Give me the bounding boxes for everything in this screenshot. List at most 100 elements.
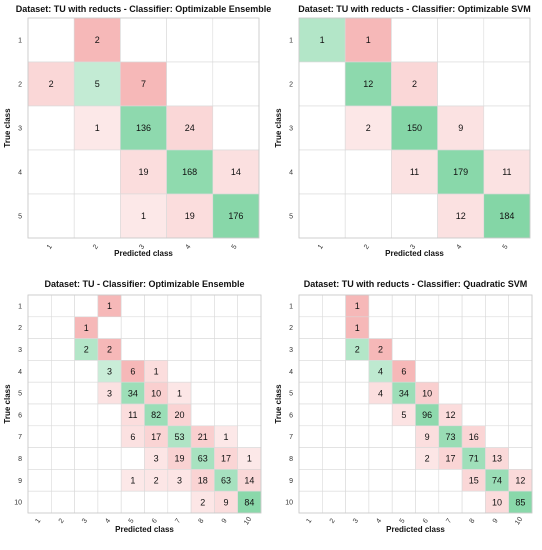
- matrix-cell: [391, 490, 416, 514]
- x-tick-label: 2: [363, 243, 371, 250]
- matrix-cell: [368, 294, 393, 318]
- matrix-cell: [508, 360, 533, 383]
- cell-value-label: 12: [363, 79, 373, 89]
- x-tick-label: 5: [231, 243, 239, 250]
- matrix-cell: [214, 360, 238, 383]
- x-tick-label: 5: [128, 517, 136, 524]
- matrix-cell: [321, 447, 346, 470]
- cell-value-label: 1: [84, 323, 89, 333]
- matrix-cell: [50, 403, 75, 427]
- matrix-cell: [321, 403, 346, 427]
- cell-value-label: 10: [422, 388, 432, 398]
- y-tick-label: 7: [18, 434, 22, 441]
- matrix-cell: [461, 294, 486, 318]
- cell-value-label: 6: [401, 367, 406, 377]
- matrix-cell: [73, 17, 121, 63]
- matrix-cell: [144, 316, 169, 339]
- matrix-cell: [391, 193, 438, 239]
- y-tick-label: 1: [18, 38, 22, 45]
- matrix-cell: [415, 469, 440, 492]
- matrix-cell: [368, 469, 393, 492]
- x-tick-label: 1: [317, 243, 325, 250]
- matrix-cell: [345, 425, 370, 448]
- matrix-cell: [74, 469, 99, 492]
- x-tick-label: 4: [104, 517, 112, 524]
- cell-value-label: 11: [410, 167, 419, 177]
- y-tick-label: 5: [289, 391, 293, 398]
- x-tick-label: 3: [138, 243, 146, 250]
- confusion-matrix-chart-2: Dataset: TU with reducts - Classifier: O…: [274, 4, 531, 258]
- matrix-cell: [438, 469, 463, 492]
- matrix-cell: [508, 447, 533, 470]
- matrix-cell: [97, 316, 122, 339]
- y-axis-label: True class: [3, 108, 12, 148]
- cell-value-label: 1: [247, 454, 252, 464]
- matrix-cell: [50, 338, 75, 361]
- matrix-cell: [344, 149, 392, 195]
- chart-title: Dataset: TU with reducts - Classifier: Q…: [304, 279, 528, 289]
- cell-value-label: 1: [95, 123, 100, 133]
- matrix-cell: [97, 403, 122, 427]
- matrix-cell: [214, 403, 238, 427]
- y-tick-label: 3: [18, 126, 22, 133]
- matrix-cell: [298, 447, 323, 470]
- matrix-cell: [508, 316, 533, 339]
- confusion-matrix-panel-4: Dataset: TU with reducts - Classifier: Q…: [271, 275, 542, 550]
- x-axis-label: Predicted class: [115, 525, 174, 534]
- matrix-cell: [298, 360, 323, 383]
- matrix-cell: [415, 490, 440, 514]
- matrix-cell: [461, 360, 486, 383]
- matrix-cell: [321, 490, 346, 514]
- matrix-cell: [237, 294, 262, 318]
- cell-value-label: 85: [515, 497, 525, 507]
- y-tick-label: 5: [289, 214, 293, 221]
- matrix-cell: [321, 360, 346, 383]
- cell-value-label: 17: [151, 432, 161, 442]
- matrix-cell: [167, 294, 192, 318]
- y-tick-label: 1: [18, 303, 22, 310]
- matrix-cell: [50, 447, 75, 470]
- cell-value-label: 1: [366, 35, 371, 45]
- x-axis-label: Predicted class: [386, 525, 445, 534]
- matrix-cell: [485, 316, 509, 339]
- cell-value-label: 11: [502, 167, 511, 177]
- x-tick-label: 8: [198, 517, 206, 524]
- cell-value-label: 15: [469, 476, 479, 486]
- matrix-cell: [321, 425, 346, 448]
- matrix-cell: [321, 294, 346, 318]
- matrix-cell: [74, 490, 99, 514]
- y-tick-label: 2: [289, 82, 293, 89]
- y-tick-label: 1: [289, 38, 293, 45]
- x-tick-label: 1: [305, 517, 313, 524]
- matrix-cell: [345, 490, 370, 514]
- matrix-cell: [214, 294, 238, 318]
- matrix-cell: [144, 338, 169, 361]
- cell-value-label: 2: [425, 454, 430, 464]
- matrix-cell: [298, 403, 323, 427]
- cell-value-label: 6: [130, 367, 135, 377]
- matrix-cell: [27, 469, 52, 492]
- cell-value-label: 136: [136, 123, 151, 133]
- y-tick-label: 5: [18, 214, 22, 221]
- matrix-cell: [74, 425, 99, 448]
- matrix-cell: [27, 316, 52, 339]
- matrix-cell: [298, 61, 346, 107]
- cell-value-label: 17: [221, 454, 231, 464]
- matrix-cell: [415, 360, 440, 383]
- matrix-cell: [27, 381, 52, 405]
- cell-value-label: 2: [154, 476, 159, 486]
- cell-value-label: 10: [492, 497, 502, 507]
- matrix-cell: [437, 61, 485, 107]
- y-tick-label: 2: [18, 82, 22, 89]
- matrix-cell: [214, 338, 238, 361]
- cell-value-label: 34: [128, 388, 138, 398]
- matrix-cell: [73, 105, 121, 151]
- matrix-cell: [344, 105, 392, 151]
- matrix-cell: [298, 17, 346, 63]
- cell-value-label: 3: [177, 476, 182, 486]
- cell-value-label: 2: [49, 79, 54, 89]
- matrix-cell: [437, 149, 485, 195]
- matrix-cell: [190, 316, 215, 339]
- cell-value-label: 1: [177, 388, 182, 398]
- y-tick-label: 2: [289, 325, 293, 332]
